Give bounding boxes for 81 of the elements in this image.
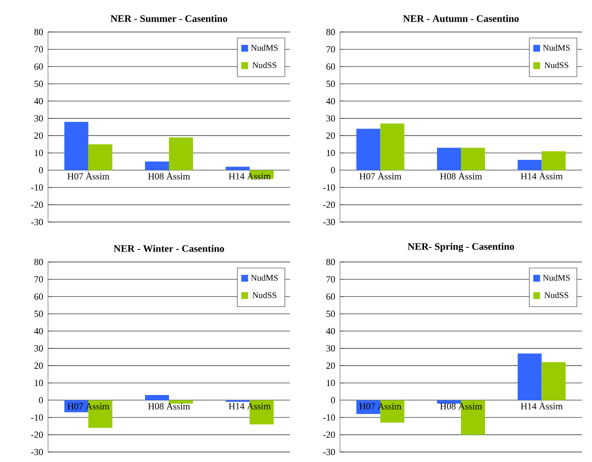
legend-label: NudMS	[251, 274, 278, 281]
y-tick-label: -10	[323, 184, 335, 191]
y-tick-label: 40	[326, 328, 335, 334]
y-tick-label: -30	[323, 448, 335, 456]
y-tick-label: 0	[330, 167, 335, 174]
bar	[437, 400, 461, 404]
y-tick-label: 10	[326, 150, 335, 156]
legend-label: NudMS	[251, 44, 278, 51]
chart-title: NER - Summer - Casentino	[110, 14, 228, 22]
y-tick-label: 50	[326, 80, 335, 87]
y-tick-label: 80	[34, 28, 43, 36]
bar	[145, 162, 170, 170]
y-tick-label: 50	[326, 310, 335, 317]
legend-label: NudMS	[543, 44, 570, 51]
bar	[542, 362, 566, 400]
bar	[518, 354, 542, 400]
bar	[88, 144, 112, 170]
y-tick-label: 20	[326, 362, 335, 369]
y-tick-label: 0	[38, 167, 43, 174]
bar	[64, 122, 88, 170]
y-tick-label: 10	[326, 380, 335, 386]
chart-title: NER - Winter - Casentino	[114, 244, 224, 252]
legend-label: NudSS	[544, 292, 568, 298]
y-tick-label: 80	[326, 28, 335, 36]
bar	[437, 148, 461, 170]
y-tick-label: 60	[326, 293, 335, 300]
x-tick-label: H14 Assim	[520, 173, 563, 180]
y-tick-label: 30	[34, 115, 43, 122]
y-tick-label: 50	[34, 310, 43, 317]
chart-title: NER- Spring - Casentino	[408, 242, 514, 252]
x-tick-label: H07 Assim	[359, 173, 402, 180]
y-tick-label: -10	[323, 414, 335, 421]
x-tick-label: H08 Assim	[148, 403, 190, 410]
y-tick-label: 30	[34, 345, 43, 352]
y-tick-label: 80	[326, 258, 335, 266]
y-tick-label: 40	[326, 98, 335, 104]
y-tick-label: 60	[326, 63, 335, 70]
y-tick-label: -20	[323, 202, 335, 208]
bar	[542, 151, 566, 170]
chart-title: NER - Autumn - Casentino	[403, 14, 519, 22]
bar	[169, 137, 194, 170]
y-tick-label: -30	[31, 218, 43, 226]
x-tick-label: H08 Assim	[148, 173, 190, 180]
y-tick-label: 70	[34, 276, 43, 282]
y-tick-label: 20	[326, 132, 335, 139]
y-tick-label: 0	[38, 397, 43, 404]
y-tick-label: 30	[326, 345, 335, 352]
y-tick-label: 20	[34, 362, 43, 369]
y-tick-label: 10	[34, 150, 43, 156]
y-tick-label: -10	[31, 184, 43, 191]
y-tick-label: 70	[34, 46, 43, 52]
bar	[226, 166, 250, 170]
y-tick-label: 40	[34, 98, 43, 104]
y-tick-label: 0	[330, 397, 335, 404]
y-tick-label: 60	[34, 293, 43, 300]
y-tick-label: 60	[34, 63, 43, 70]
legend-label: NudSS	[252, 62, 276, 68]
y-tick-label: 50	[34, 80, 43, 87]
y-tick-label: -20	[323, 432, 335, 438]
legend-label: NudMS	[543, 274, 570, 281]
y-tick-label: 20	[34, 132, 43, 139]
y-tick-label: -30	[31, 448, 43, 456]
legend-label: NudSS	[544, 62, 568, 68]
x-tick-label: H08 Assim	[440, 173, 482, 180]
legend-label: NudSS	[252, 292, 276, 298]
y-tick-label: -20	[31, 202, 43, 208]
y-tick-label: 10	[34, 380, 43, 386]
bar	[380, 124, 404, 170]
y-tick-label: 70	[326, 46, 335, 52]
x-tick-label: H07 Assim	[67, 173, 110, 180]
y-tick-label: -20	[31, 432, 43, 438]
y-tick-label: 70	[326, 276, 335, 282]
bar	[461, 148, 486, 170]
y-tick-label: -10	[31, 414, 43, 421]
y-tick-label: 40	[34, 328, 43, 334]
x-tick-label: H14 Assim	[520, 403, 563, 410]
y-tick-label: 30	[326, 115, 335, 122]
y-tick-label: -30	[323, 218, 335, 226]
bar	[518, 160, 542, 170]
y-tick-label: 80	[34, 258, 43, 266]
bar	[356, 128, 380, 170]
